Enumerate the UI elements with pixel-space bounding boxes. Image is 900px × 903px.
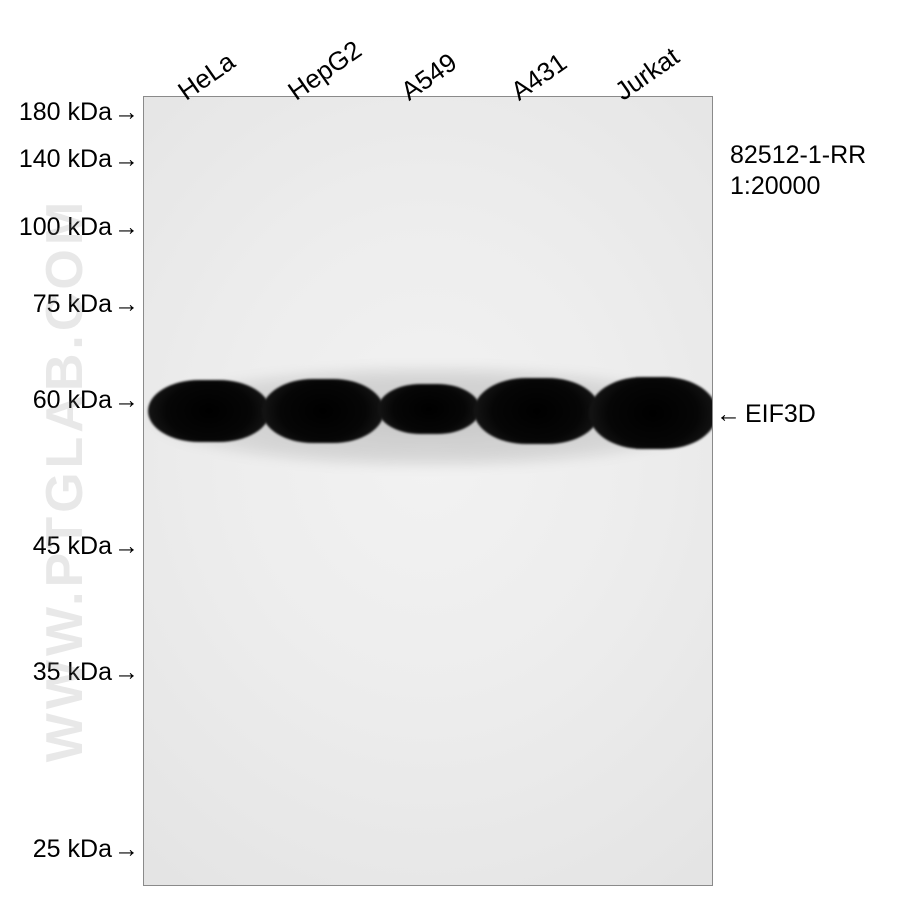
mw-marker: 35 kDa→ xyxy=(0,658,139,687)
blot-figure: HeLaHepG2A549A431Jurkat 180 kDa→140 kDa→… xyxy=(0,0,900,903)
mw-marker: 25 kDa→ xyxy=(0,835,139,864)
mw-marker-text: 140 kDa xyxy=(19,145,112,173)
protein-band xyxy=(378,384,480,434)
mw-marker-text: 35 kDa xyxy=(33,658,112,686)
target-band-text: EIF3D xyxy=(745,400,816,428)
mw-marker-text: 45 kDa xyxy=(33,532,112,560)
protein-band xyxy=(589,377,713,449)
arrow-right-icon: → xyxy=(114,213,139,242)
arrow-right-icon: → xyxy=(114,98,139,127)
antibody-annotation: 82512-1-RR 1:20000 xyxy=(730,140,866,203)
target-band-label: ←EIF3D xyxy=(716,400,816,429)
watermark-text: WWW.PTGLAB.COM xyxy=(35,140,95,820)
arrow-right-icon: → xyxy=(114,835,139,864)
mw-marker: 60 kDa→ xyxy=(0,386,139,415)
protein-band xyxy=(474,378,600,444)
arrow-right-icon: → xyxy=(114,290,139,319)
antibody-dilution: 1:20000 xyxy=(730,171,866,202)
mw-marker-text: 60 kDa xyxy=(33,386,112,414)
mw-marker: 45 kDa→ xyxy=(0,532,139,561)
arrow-right-icon: → xyxy=(114,658,139,687)
arrow-left-icon: ← xyxy=(716,400,741,429)
arrow-right-icon: → xyxy=(114,145,139,174)
mw-marker-text: 180 kDa xyxy=(19,98,112,126)
mw-marker-text: 100 kDa xyxy=(19,213,112,241)
mw-marker-text: 75 kDa xyxy=(33,290,112,318)
protein-band xyxy=(262,379,384,443)
mw-marker-text: 25 kDa xyxy=(33,835,112,863)
protein-band xyxy=(148,380,270,442)
arrow-right-icon: → xyxy=(114,386,139,415)
mw-marker: 140 kDa→ xyxy=(0,145,139,174)
mw-marker: 75 kDa→ xyxy=(0,290,139,319)
antibody-catalog: 82512-1-RR xyxy=(730,140,866,171)
mw-marker: 180 kDa→ xyxy=(0,98,139,127)
mw-marker: 100 kDa→ xyxy=(0,213,139,242)
arrow-right-icon: → xyxy=(114,532,139,561)
membrane xyxy=(143,96,713,886)
